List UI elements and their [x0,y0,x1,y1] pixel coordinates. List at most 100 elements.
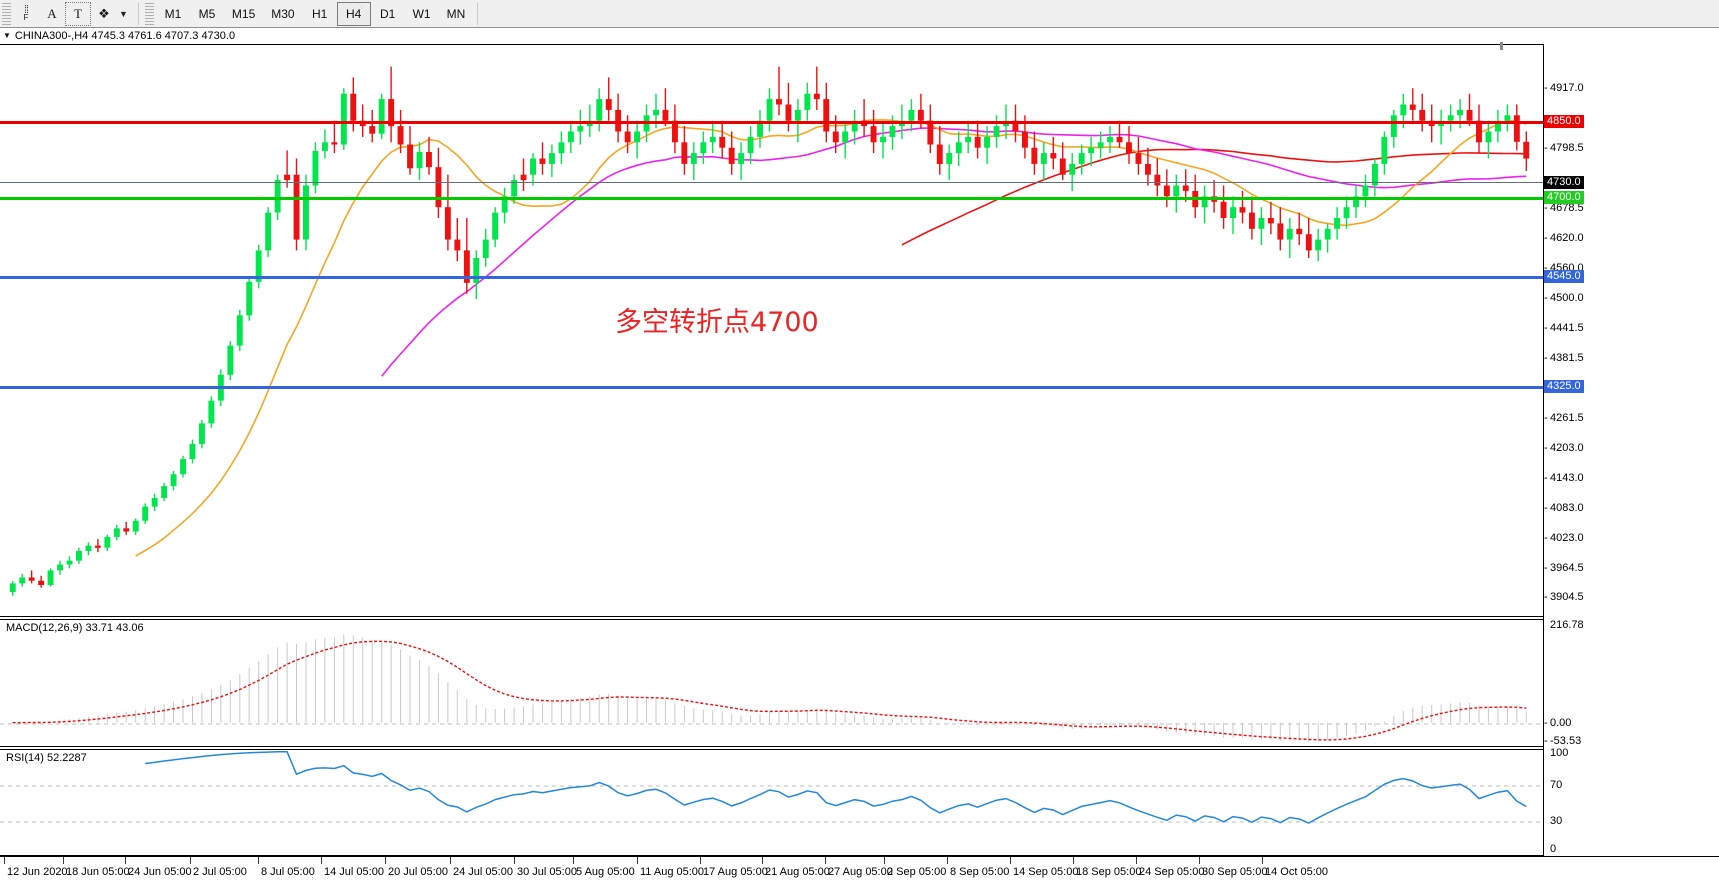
macd-svg [0,634,1543,742]
time-tick-label: 24 Jul 05:00 [453,866,513,878]
timeframe-h1[interactable]: H1 [311,6,328,21]
price-tick: -3964.5 [1544,562,1584,574]
dropdown-caret-icon[interactable]: ▼ [119,8,128,19]
level-line-4325[interactable] [0,386,1543,389]
time-tick [947,857,948,864]
toolbar-grip-handle[interactable] [2,2,11,25]
shapes-icon[interactable]: ❖ [98,5,110,21]
time-tick [1262,857,1263,864]
time-tick [514,857,515,864]
level-line-4700[interactable] [0,197,1543,200]
pane-scroll-marker[interactable] [1500,42,1503,50]
rsi-tick: 0 [1550,843,1557,855]
price-level-label-4325-0[interactable]: 4325.0 [1544,380,1584,393]
rsi-pane[interactable]: RSI(14) 52.2287 [0,749,1543,856]
time-tick-label: 20 Jul 05:00 [388,866,448,878]
time-tick [4,857,5,864]
price-tick: -4143.0 [1544,472,1584,484]
price-level-label-4700-0[interactable]: 4700.0 [1544,191,1584,204]
text-box-icon[interactable]: T [65,1,91,26]
rsi-tick: 30 [1550,815,1563,827]
collapse-triangle-icon[interactable]: ▼ [3,31,11,40]
macd-label: MACD(12,26,9) 33.71 43.06 [4,622,146,634]
time-tick [63,857,64,864]
time-tick-label: 14 Oct 05:00 [1265,866,1328,878]
price-tick: -4441.5 [1544,322,1584,334]
time-tick [321,857,322,864]
crosshair-f-icon[interactable]: ⁞⁞ F [23,3,30,22]
time-tick [190,857,191,864]
timeframe-grip-handle[interactable] [144,2,154,25]
symbol-ohlc-text: CHINA300-,H4 4745.3 4761.6 4707.3 4730.0 [14,30,236,42]
price-tick: -4083.0 [1544,502,1584,514]
price-tick: -4381.5 [1544,352,1584,364]
symbol-info-bar: ▼ CHINA300-,H4 4745.3 4761.6 4707.3 4730… [0,29,1719,43]
rsi-tick: 100 [1550,747,1569,759]
time-tick-label: 12 Jun 2020 [7,866,68,878]
macd-pane[interactable]: MACD(12,26,9) 33.71 43.06 [0,619,1543,747]
time-tick [125,857,126,864]
time-tick [1010,857,1011,864]
time-tick-label: 2 Sep 05:00 [887,866,947,878]
price-scale-axis[interactable]: -4917.0 -4798.5 -4678.5 -4620.0 -4560.0 -4500… [1543,44,1719,856]
toolbar: ⁞⁞ F A T ❖ ▼ M1 M5 M15 M30 H1 H4 D1 W1 M… [0,0,1719,28]
text-label-icon[interactable]: A [47,5,57,21]
time-tick [258,857,259,864]
level-line-4730[interactable] [0,182,1543,183]
timeframe-mn[interactable]: MN [446,6,466,21]
level-line-4850[interactable] [0,121,1543,124]
rsi-tick: 70 [1550,779,1563,791]
price-tick: -4203.0 [1544,442,1584,454]
time-tick [884,857,885,864]
time-tick [573,857,574,864]
price-candlestick-svg [9,66,1530,596]
price-tick: -4023.0 [1544,532,1584,544]
time-tick-label: 30 Jul 05:00 [517,866,577,878]
time-tick [1073,857,1074,864]
time-tick-label: 21 Aug 05:00 [765,866,830,878]
time-tick-label: 24 Sep 05:00 [1139,866,1205,878]
price-level-label-4545-0[interactable]: 4545.0 [1544,270,1584,283]
macd-tick: - -53.53 [1544,735,1582,747]
price-tick: -4798.5 [1544,142,1584,154]
timeframe-m15[interactable]: M15 [231,6,256,21]
timeframe-m5[interactable]: M5 [198,6,216,21]
time-tick-label: 8 Sep 05:00 [950,866,1010,878]
timeframe-d1[interactable]: D1 [379,6,396,21]
price-tick: -3904.5 [1544,591,1584,603]
macd-tick: -0.00 [1544,717,1572,729]
price-level-label-4850-0[interactable]: 4850.0 [1544,115,1584,128]
timeframe-m1[interactable]: M1 [164,6,182,21]
price-pane[interactable]: 多空转折点4700 [0,42,1543,617]
time-tick [700,857,701,864]
price-tick: -4917.0 [1544,82,1584,94]
timeframe-h4[interactable]: H4 [336,1,371,26]
toolbar-separator [137,2,139,25]
level-line-4545[interactable] [0,276,1543,279]
time-tick [637,857,638,864]
time-tick-label: 14 Jul 05:00 [324,866,384,878]
time-tick [1136,857,1137,864]
price-tick: -4678.5 [1544,202,1584,214]
time-tick-label: 8 Jul 05:00 [261,866,315,878]
time-tick [762,857,763,864]
price-level-label-4730-0[interactable]: 4730.0 [1544,176,1584,189]
time-scale-axis[interactable]: 12 Jun 2020 18 Jun 05:00 24 Jun 05:00 2 Jul… [0,856,1719,895]
price-tick: -4560.0 [1544,262,1584,274]
timeframe-w1[interactable]: W1 [412,6,431,21]
time-tick [1199,857,1200,864]
time-tick-label: 18 Sep 05:00 [1076,866,1142,878]
price-tick: -4500.0 [1544,292,1584,304]
rsi-svg [0,751,1543,824]
time-tick-label: 11 Aug 05:00 [640,866,705,878]
macd-tick: 216.78 [1550,619,1584,631]
time-tick-label: 30 Sep 05:00 [1202,866,1268,878]
time-tick [450,857,451,864]
chart-annotation-text[interactable]: 多空转折点4700 [615,307,819,338]
time-tick-label: 18 Jun 05:00 [66,866,130,878]
time-tick-label: 2 Jul 05:00 [193,866,247,878]
timeframe-m30[interactable]: M30 [271,6,295,21]
price-tick: -4620.0 [1544,232,1584,244]
chart-area[interactable]: 多空转折点4700 MACD(12,26,9) 33.71 43.06 RSI(… [0,42,1719,895]
